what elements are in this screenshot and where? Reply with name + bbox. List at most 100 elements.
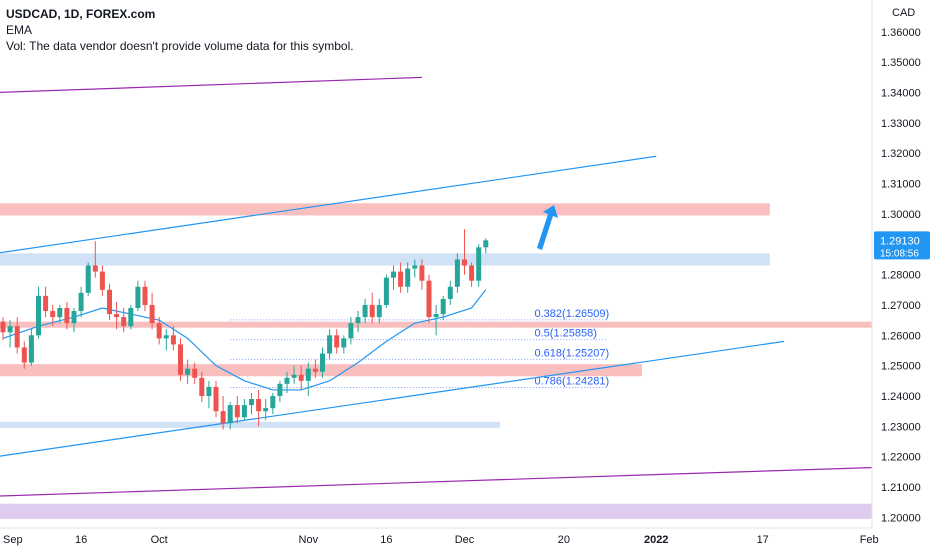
time-tick-label: Sep	[3, 534, 23, 546]
candle	[426, 274, 432, 324]
candles	[0, 229, 489, 430]
candle	[192, 362, 198, 384]
trendlines[interactable]	[0, 76, 927, 497]
time-axis[interactable]: Sep 16 Oct Nov 16 Dec 20 2022 17 Feb	[0, 527, 932, 550]
candle-body	[64, 308, 70, 324]
zone-4	[0, 421, 500, 428]
candle-body	[256, 399, 262, 412]
candle-body	[71, 311, 77, 324]
candle-body	[447, 286, 453, 299]
candle	[341, 335, 347, 354]
candle	[398, 262, 404, 293]
candle	[419, 259, 425, 290]
candle-body	[7, 326, 13, 333]
candle-body	[284, 377, 290, 384]
candle	[36, 286, 41, 339]
trendline-0	[0, 155, 657, 254]
candle-body	[185, 368, 191, 375]
candle	[270, 392, 276, 415]
candle	[156, 317, 162, 345]
fib-retracement[interactable]: 0.382(1.26509) 0.5(1.25858) 0.618(1.25207)…	[230, 308, 609, 388]
price-tick-label: 1.30000	[881, 209, 921, 221]
candle-body	[99, 271, 105, 290]
candle-body	[412, 265, 418, 269]
candle	[170, 326, 176, 351]
candle-body	[78, 292, 84, 312]
candle	[220, 396, 226, 430]
candle-body	[57, 308, 63, 318]
candle-body	[227, 405, 233, 424]
trendline-3	[0, 465, 927, 497]
candle	[85, 262, 91, 296]
candle	[454, 253, 460, 293]
price-tick-label: 1.35000	[881, 57, 921, 69]
candle	[369, 292, 375, 324]
candle-body	[114, 314, 120, 318]
candle-body	[206, 386, 212, 396]
candle-body	[391, 271, 396, 278]
candle	[206, 380, 212, 409]
candle	[114, 301, 120, 330]
candle-body	[348, 323, 354, 339]
candle	[142, 280, 148, 312]
candle	[440, 295, 446, 321]
candle	[135, 280, 141, 312]
candle	[234, 396, 240, 424]
time-tick-label: 17	[757, 534, 769, 546]
last-price-value: 1.29130	[880, 235, 920, 247]
forecast-arrow-icon[interactable]	[537, 205, 558, 250]
candle-body	[398, 271, 404, 287]
candle-body	[14, 326, 20, 348]
candle	[320, 347, 325, 378]
candle-body	[433, 314, 439, 318]
candle-body	[156, 323, 162, 339]
fib-label-3: 0.786(1.24281)	[535, 375, 610, 387]
candle	[469, 262, 475, 287]
forecast-arrow-shape	[537, 205, 558, 250]
candle-body	[419, 265, 425, 281]
candle	[227, 402, 233, 430]
candle	[21, 341, 27, 369]
candle-body	[50, 311, 56, 318]
price-tick-label: 1.28000	[881, 270, 921, 282]
currency-label: CAD	[892, 7, 915, 19]
ema-indicator-label[interactable]: EMA	[6, 23, 33, 37]
candle	[256, 389, 262, 427]
candle	[334, 329, 340, 354]
candle	[185, 359, 191, 384]
candle	[43, 286, 49, 318]
volume-indicator-label[interactable]: Vol: The data vendor doesn't provide vol…	[6, 39, 354, 53]
price-tick-label: 1.25000	[881, 361, 921, 373]
price-tick-label: 1.23000	[881, 421, 921, 433]
time-tick-label: 20	[558, 534, 570, 546]
candle-body	[462, 259, 467, 266]
candle	[355, 311, 361, 333]
candle-body	[92, 265, 98, 272]
price-tick-label: 1.32000	[881, 148, 921, 160]
candle	[57, 304, 63, 324]
candle	[284, 371, 290, 393]
price-tick-label: 1.27000	[881, 300, 921, 312]
candle-body	[376, 304, 382, 318]
fib-label-2: 0.618(1.25207)	[535, 347, 610, 359]
time-tick-label: 16	[75, 534, 87, 546]
candle	[298, 365, 304, 390]
symbol-title[interactable]: USDCAD, 1D, FOREX.com	[6, 7, 156, 21]
candle-body	[213, 386, 219, 412]
candle	[249, 392, 254, 415]
candle-body	[270, 396, 276, 409]
time-tick-label: Dec	[455, 534, 475, 546]
candle-body	[383, 277, 389, 305]
candle	[128, 304, 134, 330]
time-axis-bg	[0, 528, 932, 550]
candle-body	[469, 265, 475, 281]
price-axis[interactable]: 1.36000 1.35000 1.34000 1.33000 1.32000 1.310…	[871, 0, 932, 528]
candle-body	[163, 335, 169, 339]
candle-body	[362, 304, 368, 318]
candle-body	[327, 335, 333, 354]
candle-body	[341, 338, 347, 348]
candle	[0, 317, 6, 340]
price-tick-label: 1.24000	[881, 391, 921, 403]
price-tick-label: 1.31000	[881, 179, 921, 191]
